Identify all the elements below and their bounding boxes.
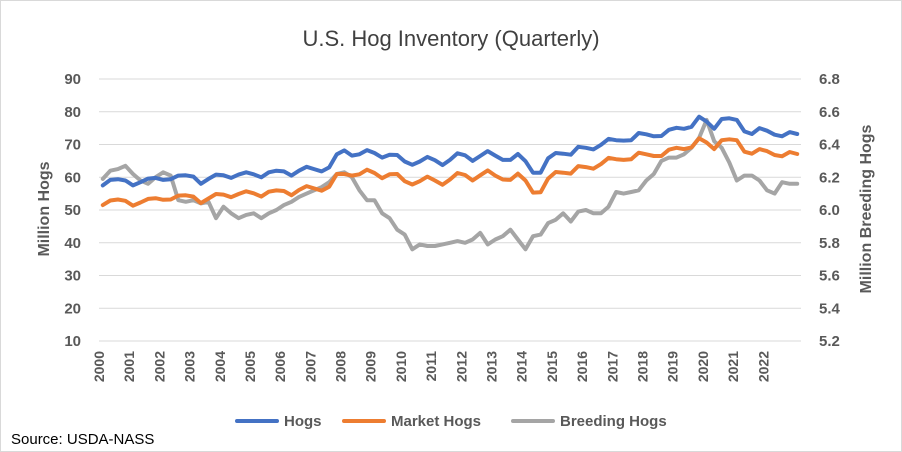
legend-label: Market Hogs bbox=[391, 413, 481, 430]
y-tick-label: 50 bbox=[64, 202, 81, 219]
x-tick-label: 2005 bbox=[242, 351, 258, 382]
y-tick-label: 60 bbox=[64, 169, 81, 186]
y2-tick-label: 5.8 bbox=[819, 235, 840, 252]
x-tick-label: 2011 bbox=[423, 351, 439, 382]
x-tick-label: 2010 bbox=[393, 351, 409, 382]
y-tick-label: 10 bbox=[64, 333, 81, 350]
x-tick-label: 2006 bbox=[272, 351, 288, 382]
legend-item-breeding: Breeding Hogs bbox=[511, 413, 667, 430]
x-tick-label: 2007 bbox=[302, 351, 318, 382]
x-tick-label: 2016 bbox=[574, 351, 590, 382]
series-line-hogs bbox=[100, 114, 800, 188]
x-tick-label: 2017 bbox=[604, 351, 620, 382]
x-tick-label: 2020 bbox=[695, 351, 711, 382]
series-line-breeding bbox=[100, 117, 800, 252]
series-lines bbox=[100, 114, 800, 252]
x-tick-label: 2021 bbox=[725, 351, 741, 382]
x-tick-label: 2001 bbox=[121, 351, 137, 382]
y2-tick-label: 6.2 bbox=[819, 169, 840, 186]
x-tick-label: 2018 bbox=[634, 351, 650, 382]
y2-tick-label: 6.4 bbox=[819, 137, 841, 154]
x-tick-label: 2022 bbox=[755, 351, 771, 382]
x-tick-label: 2019 bbox=[665, 351, 681, 382]
x-tick-label: 2014 bbox=[514, 351, 530, 382]
y2-axis-label: Million Breeding Hogs bbox=[858, 124, 875, 293]
legend-item-hogs: Hogs bbox=[235, 413, 322, 430]
y2-tick-label: 6.8 bbox=[819, 71, 840, 88]
y2-tick-label: 6.0 bbox=[819, 202, 840, 219]
x-tick-label: 2008 bbox=[333, 351, 349, 382]
y-axis-label: Million Hogs bbox=[36, 161, 53, 256]
x-tick-label: 2004 bbox=[212, 351, 228, 382]
y2-tick-label: 5.2 bbox=[819, 333, 840, 350]
y-tick-label: 90 bbox=[64, 71, 81, 88]
y2-tick-label: 6.6 bbox=[819, 104, 840, 121]
y2-tick-label: 5.4 bbox=[819, 300, 841, 317]
series-line-market bbox=[100, 136, 800, 208]
y-tick-label: 70 bbox=[64, 137, 81, 154]
legend: Hogs Market Hogs Breeding Hogs bbox=[235, 413, 667, 430]
x-tick-label: 2012 bbox=[453, 351, 469, 382]
legend-label: Hogs bbox=[284, 413, 322, 430]
y-tick-label: 40 bbox=[64, 235, 81, 252]
y-tick-label: 20 bbox=[64, 300, 81, 317]
y-tick-label: 80 bbox=[64, 104, 81, 121]
y2-tick-label: 5.6 bbox=[819, 268, 840, 285]
x-tick-label: 2009 bbox=[363, 351, 379, 382]
x-axis-ticks: 2000 2001 2002 2003 2004 2005 2006 2007 2008 2009… bbox=[91, 351, 771, 382]
legend-item-market: Market Hogs bbox=[342, 413, 481, 430]
x-tick-label: 2002 bbox=[151, 351, 167, 382]
y-tick-label: 30 bbox=[64, 268, 81, 285]
x-tick-label: 2015 bbox=[544, 351, 560, 382]
source-note: Source: USDA-NASS bbox=[11, 431, 154, 448]
right-axis-ticks: 5.2 5.4 5.6 5.8 6.0 6.2 6.4 6.6 6.8 bbox=[819, 71, 841, 350]
left-axis-ticks: 10 20 30 40 50 60 70 80 90 bbox=[64, 71, 81, 350]
x-tick-label: 2013 bbox=[484, 351, 500, 382]
legend-label: Breeding Hogs bbox=[560, 413, 667, 430]
chart-title: U.S. Hog Inventory (Quarterly) bbox=[302, 26, 599, 51]
x-tick-label: 2000 bbox=[91, 351, 107, 382]
x-tick-label: 2003 bbox=[182, 351, 198, 382]
